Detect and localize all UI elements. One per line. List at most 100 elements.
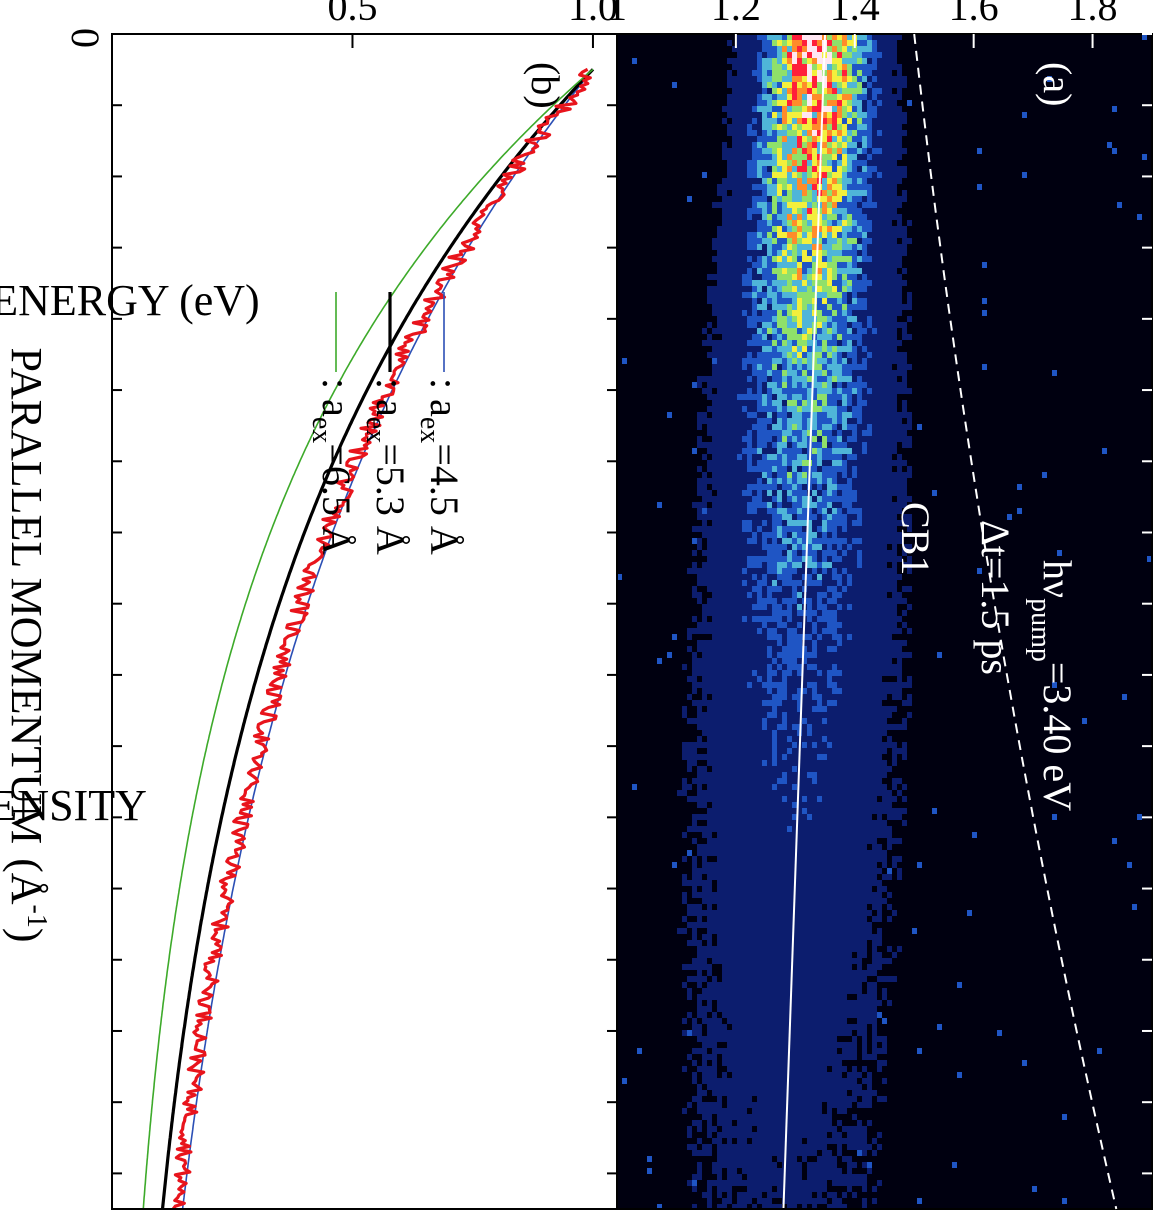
heatmap-cell: [882, 484, 887, 490]
heatmap-cell: [812, 568, 817, 574]
heatmap-cell: [772, 82, 777, 88]
heatmap-cell: [747, 52, 752, 58]
heatmap-cell: [782, 454, 787, 460]
heatmap-cell: [742, 214, 747, 220]
heatmap-cell: [852, 550, 857, 556]
heatmap-cell: [787, 88, 792, 94]
heatmap-cell: [727, 514, 732, 520]
heatmap-cell: [897, 790, 902, 796]
heatmap-cell: [772, 790, 777, 796]
heatmap-cell: [797, 634, 802, 640]
heatmap-cell: [812, 400, 817, 406]
heatmap-cell: [702, 478, 707, 484]
heatmap-cell: [797, 592, 802, 598]
heatmap-cell: [787, 94, 792, 100]
heatmap-cell: [857, 736, 862, 742]
heatmap-cell: [887, 574, 892, 580]
heatmap-cell: [807, 550, 812, 556]
heatmap-cell: [792, 538, 797, 544]
heatmap-cell: [767, 250, 772, 256]
heatmap-cell: [757, 682, 762, 688]
heatmap-cell: [727, 358, 732, 364]
heatmap-cell: [762, 370, 767, 376]
heatmap-cell: [817, 748, 822, 754]
heatmap-cell: [847, 496, 852, 502]
heatmap-cell: [782, 724, 787, 730]
heatmap-cell: [737, 574, 742, 580]
heatmap-cell: [787, 292, 792, 298]
heatmap-cell: [857, 778, 862, 784]
heatmap-cell: [892, 244, 897, 250]
heatmap-cell: [772, 490, 777, 496]
heatmap-cell: [902, 196, 907, 202]
heatmap-cell: [842, 526, 847, 532]
heatmap-cell: [737, 196, 742, 202]
heatmap-cell: [832, 448, 837, 454]
heatmap-cell: [867, 676, 872, 682]
heatmap-cell: [757, 238, 762, 244]
heatmap-cell: [732, 784, 737, 790]
heatmap-cell: [762, 58, 767, 64]
heatmap-cell: [882, 538, 887, 544]
heatmap-cell: [742, 760, 747, 766]
heatmap-cell: [752, 376, 757, 382]
heatmap-cell: [727, 232, 732, 238]
heatmap-cell: [832, 616, 837, 622]
heatmap-cell: [887, 160, 892, 166]
heatmap-cell: [752, 100, 757, 106]
heatmap-cell: [887, 46, 892, 52]
heatmap-cell: [827, 712, 832, 718]
heatmap-cell: [872, 754, 877, 760]
heatmap-cell: [877, 718, 882, 724]
heatmap-cell: [897, 412, 902, 418]
heatmap-cell: [792, 688, 797, 694]
heatmap-cell: [777, 172, 782, 178]
heatmap-cell: [807, 244, 812, 250]
heatmap-cell: [857, 616, 862, 622]
heatmap-cell: [832, 370, 837, 376]
heatmap-cell: [817, 478, 822, 484]
heatmap-cell: [742, 334, 747, 340]
heatmap-cell: [792, 208, 797, 214]
heatmap-cell: [727, 568, 732, 574]
heatmap-cell: [772, 214, 777, 220]
heatmap-cell: [857, 580, 862, 586]
heatmap-cell: [792, 238, 797, 244]
heatmap-cell: [872, 718, 877, 724]
heatmap-cell: [797, 400, 802, 406]
heatmap-cell: [792, 526, 797, 532]
heatmap-cell: [862, 502, 867, 508]
heatmap-cell: [747, 118, 752, 124]
heatmap-cell: [827, 406, 832, 412]
heatmap-cell: [827, 328, 832, 334]
heatmap-cell: [867, 616, 872, 622]
heatmap-cell: [692, 754, 697, 760]
heatmap-cell: [757, 748, 762, 754]
heatmap-cell: [737, 148, 742, 154]
heatmap-cell: [762, 688, 767, 694]
heatmap-cell: [812, 208, 817, 214]
heatmap-cell: [807, 748, 812, 754]
heatmap-cell: [837, 238, 842, 244]
heatmap-cell: [772, 640, 777, 646]
heatmap-cell: [882, 550, 887, 556]
heatmap-cell: [882, 208, 887, 214]
heatmap-cell: [787, 400, 792, 406]
heatmap-cell: [767, 34, 772, 40]
heatmap-cell: [887, 412, 892, 418]
heatmap-cell: [842, 166, 847, 172]
heatmap-cell: [707, 736, 712, 742]
heatmap-cell: [732, 424, 737, 430]
heatmap-cell: [902, 748, 907, 754]
heatmap-cell: [742, 628, 747, 634]
heatmap-cell: [777, 220, 782, 226]
heatmap-cell: [827, 268, 832, 274]
heatmap-cell: [707, 784, 712, 790]
heatmap-cell: [762, 568, 767, 574]
heatmap-cell: [832, 196, 837, 202]
heatmap-cell: [757, 580, 762, 586]
heatmap-cell: [742, 328, 747, 334]
heatmap-cell: [787, 532, 792, 538]
heatmap-cell: [817, 712, 822, 718]
heatmap-cell: [872, 154, 877, 160]
